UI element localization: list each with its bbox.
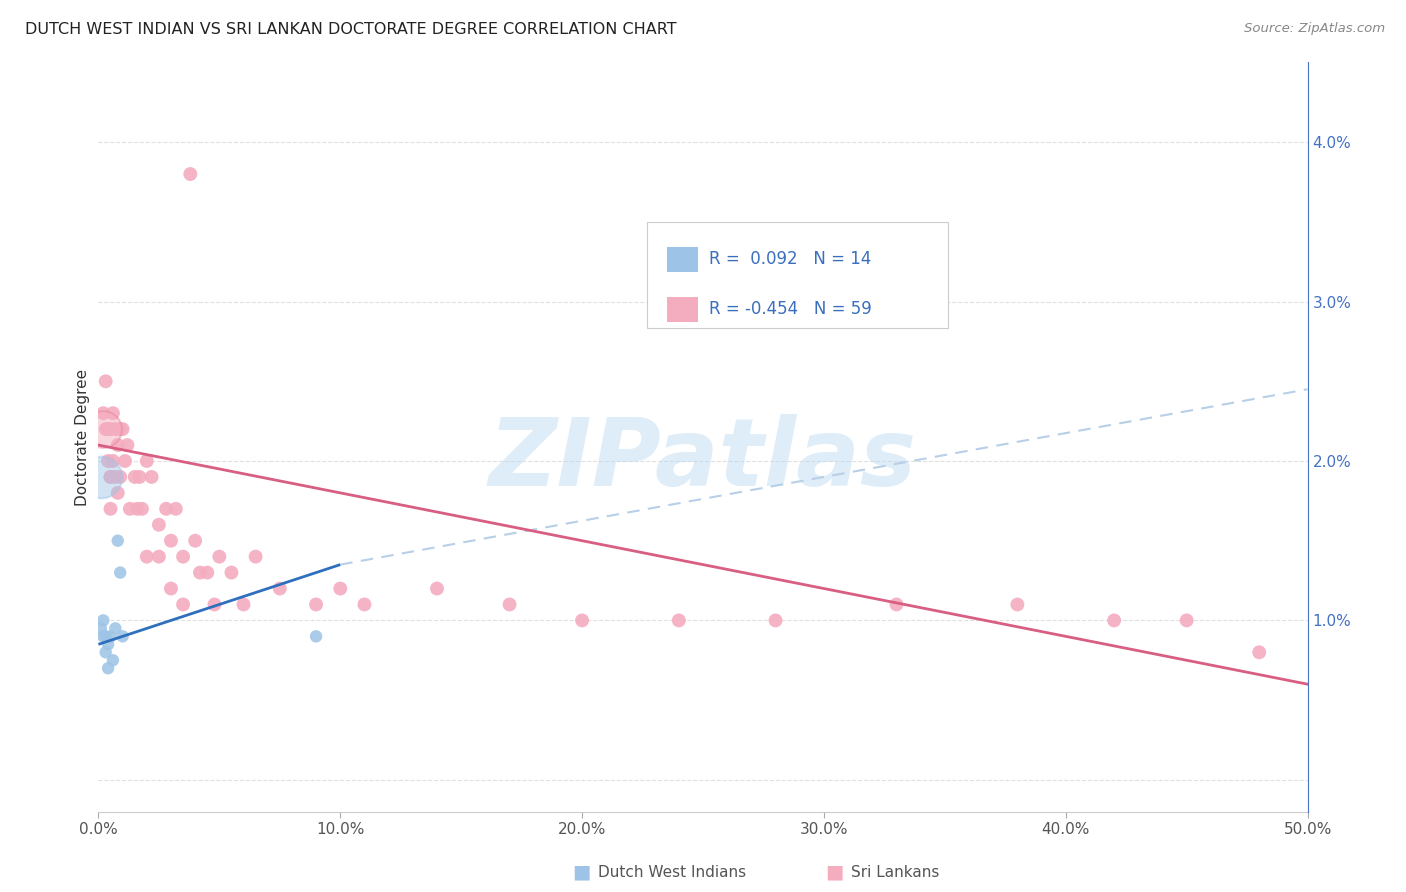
Point — [94, 629, 117, 643]
Point — [165, 501, 187, 516]
Point — [104, 621, 127, 635]
Point — [108, 566, 131, 580]
Point — [117, 438, 139, 452]
Point — [148, 549, 170, 564]
Point — [179, 167, 201, 181]
Point — [107, 533, 129, 548]
Point — [108, 422, 131, 436]
Point — [148, 517, 170, 532]
Text: R =  0.092   N = 14: R = 0.092 N = 14 — [709, 251, 872, 268]
Point — [107, 438, 129, 452]
Point — [221, 566, 243, 580]
Point — [188, 566, 211, 580]
Point — [118, 501, 141, 516]
Point — [97, 454, 120, 468]
Text: ZIPatlas: ZIPatlas — [489, 414, 917, 506]
Text: ■: ■ — [825, 863, 844, 882]
Point — [127, 501, 149, 516]
Text: ■: ■ — [572, 863, 591, 882]
Point — [100, 470, 122, 484]
Point — [1102, 614, 1125, 628]
Point — [131, 501, 153, 516]
Point — [101, 406, 124, 420]
Point — [160, 582, 183, 596]
Point — [172, 549, 194, 564]
Point — [1175, 614, 1198, 628]
Point — [135, 454, 157, 468]
Point — [94, 645, 117, 659]
Point — [141, 470, 163, 484]
Point — [765, 614, 787, 628]
Point — [571, 614, 593, 628]
Point — [668, 614, 690, 628]
Point — [94, 374, 117, 388]
Point — [104, 470, 127, 484]
Text: Source: ZipAtlas.com: Source: ZipAtlas.com — [1244, 22, 1385, 36]
Point — [111, 629, 134, 643]
Point — [100, 470, 122, 484]
Point — [107, 486, 129, 500]
Point — [100, 422, 122, 436]
Point — [245, 549, 267, 564]
Text: R = -0.454   N = 59: R = -0.454 N = 59 — [709, 301, 872, 318]
Point — [886, 598, 908, 612]
Point — [101, 653, 124, 667]
Point — [195, 566, 218, 580]
Y-axis label: Doctorate Degree: Doctorate Degree — [75, 368, 90, 506]
Point — [155, 501, 177, 516]
Point — [91, 406, 114, 420]
Point — [100, 501, 122, 516]
Point — [232, 598, 254, 612]
Point — [135, 549, 157, 564]
Point — [90, 470, 112, 484]
Point — [111, 422, 134, 436]
Point — [104, 422, 127, 436]
Point — [90, 621, 112, 635]
Point — [208, 549, 231, 564]
Point — [128, 470, 150, 484]
Point — [91, 422, 114, 436]
Point — [124, 470, 146, 484]
Point — [269, 582, 291, 596]
Point — [108, 470, 131, 484]
Point — [305, 598, 328, 612]
Point — [97, 422, 120, 436]
Point — [100, 629, 122, 643]
Point — [91, 614, 114, 628]
Point — [184, 533, 207, 548]
Point — [204, 598, 226, 612]
Point — [97, 637, 120, 651]
Text: DUTCH WEST INDIAN VS SRI LANKAN DOCTORATE DEGREE CORRELATION CHART: DUTCH WEST INDIAN VS SRI LANKAN DOCTORAT… — [25, 22, 676, 37]
Point — [353, 598, 375, 612]
Point — [101, 454, 124, 468]
Point — [1007, 598, 1029, 612]
Point — [305, 629, 328, 643]
Point — [498, 598, 520, 612]
Point — [114, 454, 136, 468]
Point — [91, 629, 114, 643]
Point — [426, 582, 449, 596]
Point — [160, 533, 183, 548]
Point — [94, 422, 117, 436]
Point — [329, 582, 352, 596]
Point — [97, 661, 120, 675]
Point — [172, 598, 194, 612]
Text: Dutch West Indians: Dutch West Indians — [598, 865, 745, 880]
Point — [1249, 645, 1271, 659]
Text: Sri Lankans: Sri Lankans — [851, 865, 939, 880]
